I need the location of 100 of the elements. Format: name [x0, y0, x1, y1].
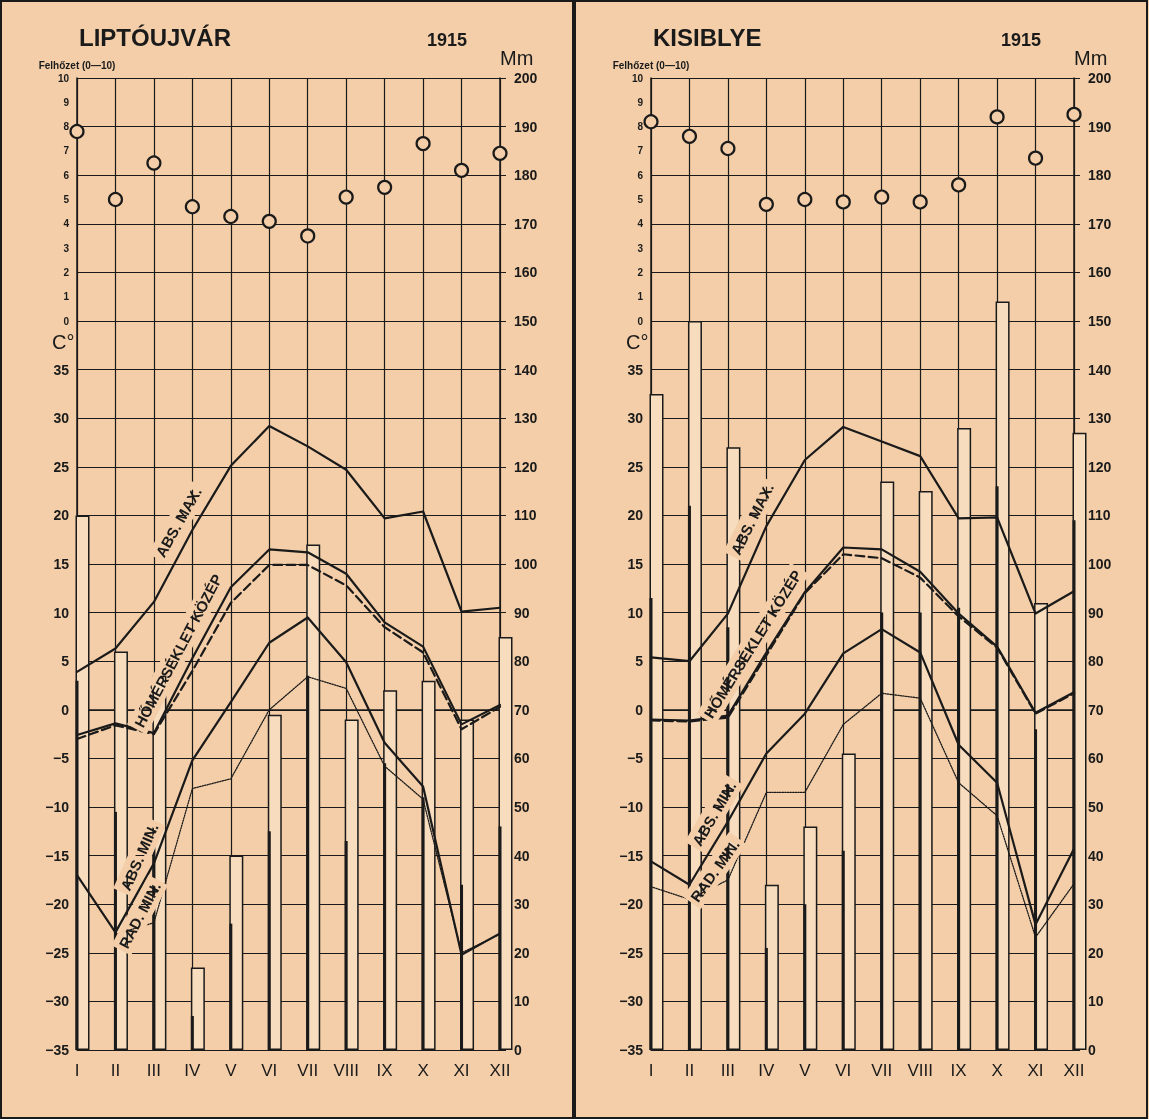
x-tick-label: IV	[758, 1061, 776, 1080]
x-tick-label: II	[110, 1061, 121, 1080]
y2-tick-label: 50	[1088, 799, 1104, 815]
x-tick-label: XI	[453, 1061, 470, 1080]
point	[184, 199, 200, 215]
point	[223, 208, 239, 225]
x-tick-label: X	[991, 1061, 1003, 1080]
y-tick-label: −35	[45, 1042, 70, 1058]
point	[453, 162, 470, 178]
y2-tick-label: 0	[1088, 1042, 1096, 1058]
point	[989, 109, 1005, 125]
y3-tick-label: 7	[63, 145, 70, 157]
y2-tick-label: 180	[1088, 167, 1112, 184]
y-tick-label: 5	[61, 653, 70, 670]
y3-axis-title: Felhőzet (0—10)	[612, 59, 690, 71]
y-tick-label: −15	[619, 847, 644, 864]
y2-tick-label: 200	[1088, 70, 1112, 86]
y3-tick-label: 4	[63, 218, 70, 230]
point	[643, 114, 659, 130]
y-tick-label: −25	[619, 944, 644, 961]
y2-tick-label: 50	[514, 799, 530, 815]
y2-tick-label: 30	[1088, 896, 1104, 913]
y-tick-label: −10	[619, 799, 644, 815]
y2-tick-label: 70	[514, 701, 530, 718]
point	[1027, 150, 1044, 166]
x-tick-label: III	[720, 1061, 735, 1080]
point	[720, 140, 736, 157]
y2-tick-label: 100	[514, 556, 538, 572]
point	[758, 196, 774, 212]
y3-tick-label: 6	[63, 169, 70, 181]
y2-tick-label: 190	[1088, 118, 1112, 135]
x-tick-label: XII	[489, 1061, 511, 1080]
x-tick-label: VI	[835, 1061, 852, 1080]
y3-tick-label: 1	[637, 291, 644, 303]
y3-tick-label: 8	[637, 121, 644, 133]
y2-tick-label: 20	[514, 944, 530, 961]
y-tick-label: −5	[627, 750, 644, 767]
y2-tick-label: 100	[1088, 556, 1112, 572]
y3-tick-label: 9	[637, 96, 644, 108]
y-tick-label: 20	[53, 507, 70, 524]
chart-title: LIPTÓUJVÁR	[79, 23, 232, 51]
y2-tick-label: 150	[1088, 313, 1112, 329]
y2-tick-label: 160	[1088, 264, 1112, 281]
point	[874, 189, 890, 205]
point	[912, 194, 928, 210]
y2-tick-label: 80	[1088, 653, 1104, 670]
y2-tick-label: 190	[514, 118, 538, 135]
x-tick-label: V	[225, 1061, 238, 1080]
point	[492, 145, 508, 161]
x-tick-label: IX	[376, 1061, 393, 1080]
y2-tick-label: 130	[514, 410, 538, 427]
y2-tick-label: 130	[1088, 410, 1112, 427]
y-tick-label: 0	[635, 701, 644, 718]
y-tick-label: −30	[619, 993, 644, 1010]
y3-tick-label: 3	[637, 242, 644, 254]
x-tick-label: VI	[261, 1061, 278, 1080]
y3-tick-label: 2	[637, 266, 644, 278]
y3-tick-label: 7	[637, 145, 644, 157]
y2-tick-label: 180	[514, 167, 538, 184]
y2-tick-label: 120	[1088, 458, 1112, 475]
x-tick-label: II	[684, 1061, 695, 1080]
x-tick-label: I	[648, 1061, 654, 1080]
point	[1066, 106, 1082, 123]
y3-tick-label: 1	[63, 291, 70, 303]
x-tick-label: VIII	[907, 1061, 933, 1080]
y-tick-label: −10	[45, 799, 70, 815]
y2-tick-label: 40	[1088, 847, 1104, 864]
y-tick-label: −25	[45, 944, 70, 961]
point	[300, 228, 316, 244]
y3-tick-label: 3	[63, 242, 70, 254]
chart-subtitle: 1915	[1001, 30, 1042, 50]
x-tick-label: IV	[184, 1061, 202, 1080]
y2-tick-label: 40	[514, 847, 530, 864]
y-tick-label: 35	[627, 361, 644, 378]
y-tick-label: 10	[53, 604, 70, 621]
y2-tick-label: 120	[514, 458, 538, 475]
x-tick-label: VIII	[333, 1061, 359, 1080]
point	[146, 155, 162, 171]
chart-title: KISIBLYE	[653, 23, 762, 51]
y-tick-label: 20	[627, 507, 644, 524]
y2-tick-label: 90	[1088, 604, 1104, 621]
x-tick-label: V	[799, 1061, 812, 1080]
y-tick-label: −5	[53, 750, 70, 767]
y-axis-title: C°	[52, 330, 75, 353]
y2-tick-label: 200	[514, 70, 538, 86]
y2-tick-label: 60	[514, 750, 530, 767]
y3-axis-title: Felhőzet (0—10)	[38, 59, 116, 71]
y2-tick-label: 170	[1088, 215, 1112, 232]
point	[951, 177, 967, 193]
y-tick-label: 25	[53, 458, 70, 475]
y-tick-label: 30	[53, 410, 70, 427]
y2-tick-label: 170	[514, 215, 538, 232]
y-tick-label: 30	[627, 410, 644, 427]
point	[338, 189, 354, 205]
x-tick-label: XI	[1027, 1061, 1044, 1080]
point	[415, 136, 431, 152]
point	[377, 179, 393, 195]
y-tick-label: 35	[53, 361, 70, 378]
point	[69, 123, 85, 140]
y2-tick-label: 30	[514, 896, 530, 913]
